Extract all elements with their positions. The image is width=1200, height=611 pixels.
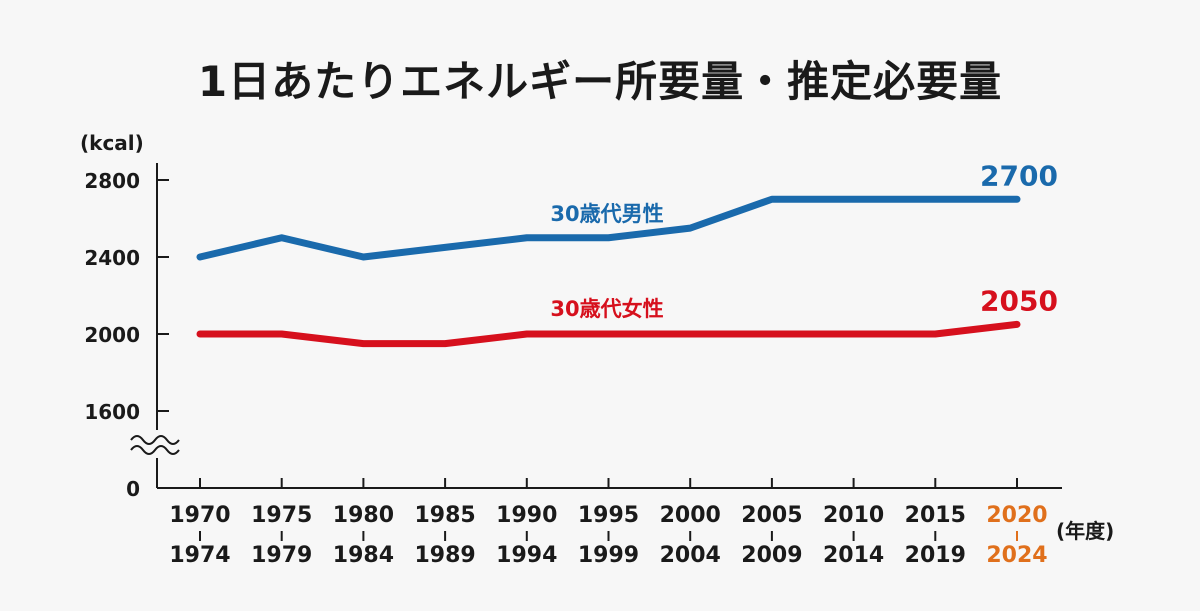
x-tick-label-end: 2009 [741, 543, 802, 568]
x-tick-label-end: 1989 [414, 543, 475, 568]
x-tick-label-start: 1980 [333, 503, 394, 528]
x-tick-label-end: 1994 [496, 543, 557, 568]
y-tick-label: 2400 [84, 246, 140, 270]
x-tick-label-start: 2000 [660, 503, 721, 528]
y-tick-label: 0 [126, 477, 140, 501]
x-tick-label-start: 2015 [905, 503, 966, 528]
series-label-1: 30歳代女性 [550, 297, 663, 321]
series-end-label-0: 2700 [980, 159, 1058, 192]
y-tick-label: 1600 [84, 400, 140, 424]
y-tick-label: 2000 [84, 323, 140, 347]
x-tick-label-start: 1995 [578, 503, 639, 528]
x-tick-label-start: 1990 [496, 503, 557, 528]
x-tick-label-end: 2019 [905, 543, 966, 568]
x-tick-label-end: 2014 [823, 543, 884, 568]
x-tick-label-start: 2005 [741, 503, 802, 528]
x-tick-label-start: 1975 [251, 503, 312, 528]
x-tick-label-start: 2010 [823, 503, 884, 528]
y-axis-label: (kcal) [80, 131, 144, 155]
series-label-0: 30歳代男性 [550, 202, 663, 226]
series-end-label-1: 2050 [980, 284, 1058, 317]
x-tick-label-end: 2004 [660, 543, 721, 568]
x-tick-label-end: 1979 [251, 543, 312, 568]
x-tick-label-end: 1974 [169, 543, 230, 568]
y-tick-label: 2800 [84, 169, 140, 193]
x-tick-label-start: 2020 [986, 503, 1047, 528]
axis-break-icon [130, 435, 180, 455]
x-tick-label-end: 1999 [578, 543, 639, 568]
x-tick-label-end: 1984 [333, 543, 394, 568]
chart-title: 1日あたりエネルギー所要量・推定必要量 [197, 57, 1003, 106]
x-tick-label-start: 1970 [169, 503, 230, 528]
x-axis-label: (年度) [1056, 519, 1114, 543]
x-tick-label-end: 2024 [986, 543, 1047, 568]
x-tick-label-start: 1985 [414, 503, 475, 528]
